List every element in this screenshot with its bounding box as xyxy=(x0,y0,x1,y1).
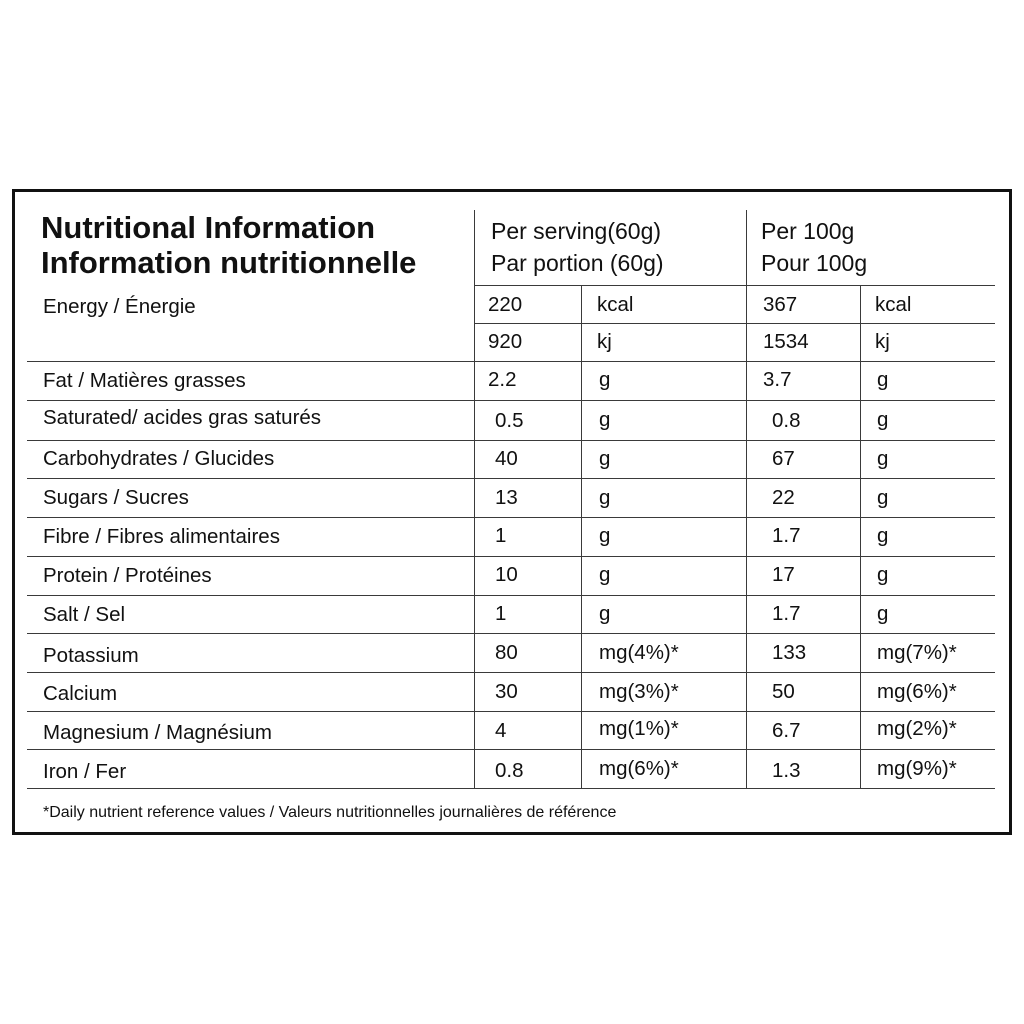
carbohydrates-serving-value: 40 xyxy=(495,447,518,470)
sugars-per100-unit: g xyxy=(877,486,889,509)
energy-subdivider xyxy=(474,323,995,324)
row-label-magnesium: Magnesium / Magnésium xyxy=(43,721,273,744)
iron-per100-value: 1.3 xyxy=(772,759,801,782)
iron-per100-unit: mg(9%)* xyxy=(877,757,957,780)
energy-kcal-per100-value: 367 xyxy=(763,293,798,316)
row-label-carbohydrates: Carbohydrates / Glucides xyxy=(43,447,275,470)
protein-per100-value: 17 xyxy=(772,563,795,586)
row-divider xyxy=(27,517,995,518)
row-divider xyxy=(27,749,995,750)
salt-serving-value: 1 xyxy=(495,602,507,625)
energy-kj-serving-unit: kj xyxy=(597,330,612,353)
row-divider xyxy=(27,711,995,712)
magnesium-per100-unit: mg(2%)* xyxy=(877,717,957,740)
row-divider xyxy=(27,633,995,634)
row-label-iron: Iron / Fer xyxy=(43,760,127,783)
fat-per100-unit: g xyxy=(877,368,889,391)
row-divider xyxy=(27,478,995,479)
row-label-salt: Salt / Sel xyxy=(43,603,126,626)
sugars-serving-value: 13 xyxy=(495,486,518,509)
iron-serving-value: 0.8 xyxy=(495,759,524,782)
row-divider xyxy=(27,440,995,441)
calcium-serving-value: 30 xyxy=(495,680,518,703)
unit-divider-per100 xyxy=(860,286,861,789)
fibre-serving-unit: g xyxy=(599,524,611,547)
magnesium-serving-unit: mg(1%)* xyxy=(599,717,679,740)
potassium-per100-value: 133 xyxy=(772,641,807,664)
title-english: Nutritional Information xyxy=(41,210,376,245)
column-divider-serving xyxy=(474,210,475,789)
row-label-energy: Energy / Énergie xyxy=(43,295,196,318)
sugars-per100-value: 22 xyxy=(772,486,795,509)
row-label-fat: Fat / Matières grasses xyxy=(43,369,246,392)
column-header-per100-english: Per 100g xyxy=(761,218,855,244)
protein-serving-unit: g xyxy=(599,563,611,586)
row-divider xyxy=(27,672,995,673)
fibre-per100-unit: g xyxy=(877,524,889,547)
iron-serving-unit: mg(6%)* xyxy=(599,757,679,780)
row-label-sugars: Sugars / Sucres xyxy=(43,486,189,509)
potassium-serving-value: 80 xyxy=(495,641,518,664)
energy-kj-per100-unit: kj xyxy=(875,330,890,353)
energy-kcal-per100-unit: kcal xyxy=(875,293,912,316)
salt-per100-value: 1.7 xyxy=(772,602,801,625)
column-header-serving-english: Per serving(60g) xyxy=(491,218,662,244)
salt-per100-unit: g xyxy=(877,602,889,625)
calcium-per100-value: 50 xyxy=(772,680,795,703)
row-label-calcium: Calcium xyxy=(43,682,118,705)
calcium-serving-unit: mg(3%)* xyxy=(599,680,679,703)
fibre-serving-value: 1 xyxy=(495,524,507,547)
footnote: *Daily nutrient reference values / Valeu… xyxy=(43,804,617,821)
fat-serving-unit: g xyxy=(599,368,611,391)
carbohydrates-per100-unit: g xyxy=(877,447,889,470)
sugars-serving-unit: g xyxy=(599,486,611,509)
protein-serving-value: 10 xyxy=(495,563,518,586)
row-divider xyxy=(27,400,995,401)
potassium-serving-unit: mg(4%)* xyxy=(599,641,679,664)
row-label-protein: Protein / Protéines xyxy=(43,564,212,587)
potassium-per100-unit: mg(7%)* xyxy=(877,641,957,664)
saturated-serving-value: 0.5 xyxy=(495,409,524,432)
header-divider xyxy=(474,285,995,286)
protein-per100-unit: g xyxy=(877,563,889,586)
row-divider xyxy=(27,595,995,596)
row-divider xyxy=(27,556,995,557)
row-label-potassium: Potassium xyxy=(43,644,139,667)
nutrition-label: Nutritional Information Information nutr… xyxy=(12,189,1012,835)
column-header-serving-french: Par portion (60g) xyxy=(491,250,664,276)
column-header-per100-french: Pour 100g xyxy=(761,250,868,276)
saturated-serving-unit: g xyxy=(599,408,611,431)
table-bottom-divider xyxy=(27,788,995,789)
calcium-per100-unit: mg(6%)* xyxy=(877,680,957,703)
energy-kj-serving-value: 920 xyxy=(488,330,523,353)
fat-per100-value: 3.7 xyxy=(763,368,792,391)
column-divider-per100 xyxy=(746,210,747,789)
carbohydrates-serving-unit: g xyxy=(599,447,611,470)
row-label-saturated: Saturated/ acides gras saturés xyxy=(43,406,322,429)
saturated-per100-unit: g xyxy=(877,408,889,431)
magnesium-serving-value: 4 xyxy=(495,719,507,742)
energy-kcal-serving-unit: kcal xyxy=(597,293,634,316)
row-label-fibre: Fibre / Fibres alimentaires xyxy=(43,525,280,548)
title-french: Information nutritionnelle xyxy=(41,245,417,280)
magnesium-per100-value: 6.7 xyxy=(772,719,801,742)
carbohydrates-per100-value: 67 xyxy=(772,447,795,470)
saturated-per100-value: 0.8 xyxy=(772,409,801,432)
fibre-per100-value: 1.7 xyxy=(772,524,801,547)
row-divider xyxy=(27,361,995,362)
salt-serving-unit: g xyxy=(599,602,611,625)
unit-divider-serving xyxy=(581,286,582,789)
energy-kcal-serving-value: 220 xyxy=(488,293,523,316)
fat-serving-value: 2.2 xyxy=(488,368,517,391)
energy-kj-per100-value: 1534 xyxy=(763,330,809,353)
